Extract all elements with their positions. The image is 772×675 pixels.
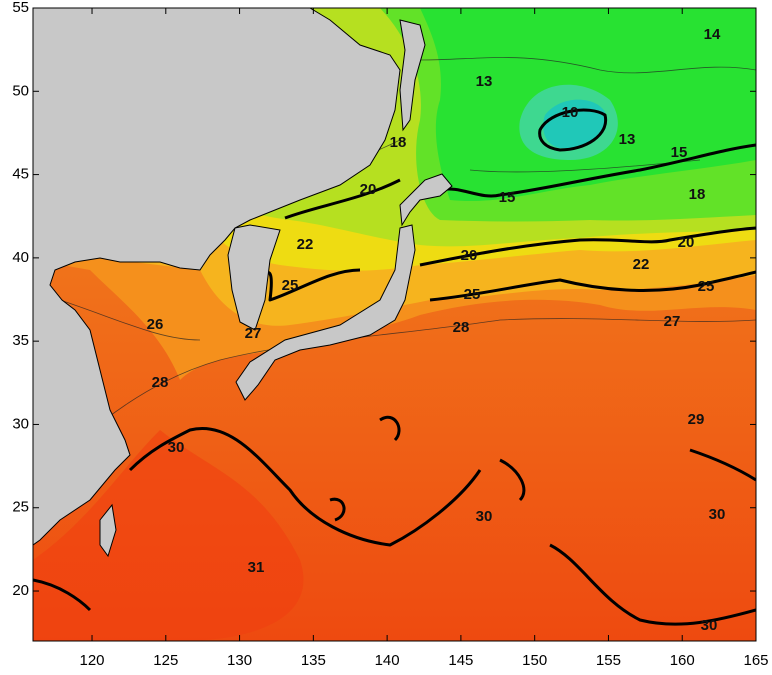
map-frame bbox=[32, 7, 757, 642]
land-taiwan bbox=[99, 503, 117, 558]
contour-label: 28 bbox=[453, 319, 470, 336]
contour-label: 20 bbox=[678, 234, 695, 251]
land-hokkaido bbox=[399, 173, 453, 227]
x-tick-label: 145 bbox=[448, 652, 473, 669]
y-tick-label: 55 bbox=[12, 0, 29, 16]
contour-label: 22 bbox=[297, 236, 314, 253]
contour-line bbox=[59, 57, 756, 341]
y-tick-label: 40 bbox=[12, 249, 29, 266]
contour-label: 20 bbox=[360, 181, 377, 198]
y-tick-label: 50 bbox=[12, 82, 29, 99]
x-tick-label: 120 bbox=[80, 652, 105, 669]
contour-label: 15 bbox=[499, 189, 516, 206]
contour-label: 18 bbox=[689, 186, 706, 203]
contour-label: 25 bbox=[464, 286, 481, 303]
y-tick-label: 25 bbox=[12, 499, 29, 516]
x-tick-label: 160 bbox=[670, 652, 695, 669]
land-korea bbox=[227, 224, 281, 331]
contour-label: 18 bbox=[390, 134, 407, 151]
y-tick-label: 35 bbox=[12, 332, 29, 349]
x-tick-label: 125 bbox=[153, 652, 178, 669]
contour-label: 15 bbox=[671, 144, 688, 161]
isotherm-30 bbox=[33, 416, 756, 626]
x-tick-label: 140 bbox=[375, 652, 400, 669]
land-japan bbox=[235, 224, 416, 401]
contour-label: 22 bbox=[633, 256, 650, 273]
isotherm-20 bbox=[284, 178, 756, 267]
axes: 120 125 130 135 140 145 150 155 160 165 20 25 30 35 40… bbox=[12, 0, 768, 669]
x-tick-label: 155 bbox=[596, 652, 621, 669]
contour-label: 30 bbox=[476, 508, 493, 525]
contour-label: 13 bbox=[619, 131, 636, 148]
x-tick-label: 150 bbox=[522, 652, 547, 669]
x-tick-label: 135 bbox=[301, 652, 326, 669]
y-tick-label: 30 bbox=[12, 415, 29, 432]
contour-label: 29 bbox=[688, 411, 705, 428]
y-tick-label: 45 bbox=[12, 166, 29, 183]
contour-label: 25 bbox=[698, 278, 715, 295]
land-sakhalin bbox=[399, 19, 426, 132]
contour-label: 27 bbox=[245, 325, 262, 342]
contour-label: 26 bbox=[147, 316, 164, 333]
contour-label: 27 bbox=[664, 313, 681, 330]
contour-label: 30 bbox=[709, 506, 726, 523]
map-area bbox=[33, 8, 756, 641]
x-tick-label: 165 bbox=[743, 652, 768, 669]
contour-label: 25 bbox=[282, 277, 299, 294]
isotherm-15 bbox=[439, 143, 756, 198]
contour-label: 10 bbox=[562, 104, 579, 121]
sea-hot bbox=[33, 430, 304, 641]
contour-label: 20 bbox=[461, 247, 478, 264]
contour-label: 28 bbox=[152, 374, 169, 391]
contour-labels: 10 13 13 14 15 15 18 18 20 20 20 22 22 25 25 25 26 27 27 28… bbox=[147, 26, 726, 634]
contour-label: 30 bbox=[168, 439, 185, 456]
x-tick-label: 130 bbox=[227, 652, 252, 669]
contour-label: 14 bbox=[704, 26, 721, 43]
contour-label: 31 bbox=[248, 559, 265, 576]
isotherm-10 bbox=[538, 108, 608, 152]
land-mainland bbox=[33, 8, 401, 546]
contour-label: 13 bbox=[476, 73, 493, 90]
contour-label: 30 bbox=[701, 617, 718, 634]
y-tick-label: 20 bbox=[12, 582, 29, 599]
